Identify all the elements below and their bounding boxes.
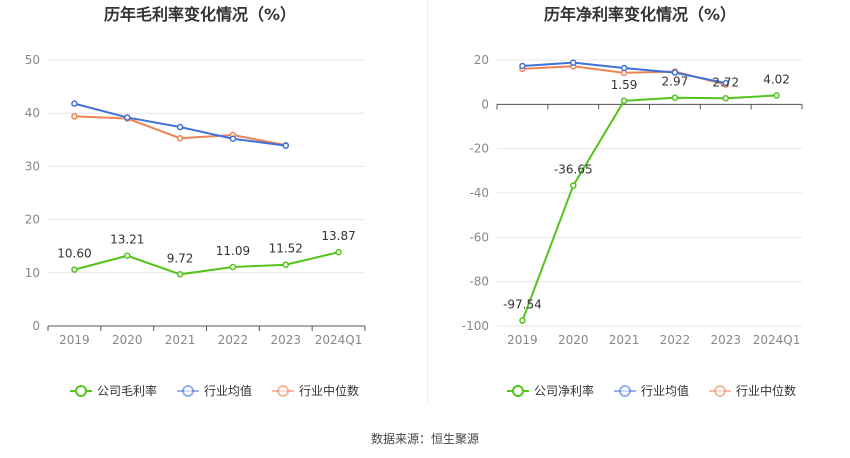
- y-tick-label: 0: [481, 97, 489, 111]
- data-point: [671, 94, 679, 101]
- data-point: [71, 266, 78, 273]
- x-tick-label: 2023: [270, 333, 301, 347]
- series-line: [521, 94, 777, 321]
- legend-swatch-marker: [619, 385, 631, 397]
- y-tick-label: -80: [469, 275, 489, 289]
- data-label: 11.52: [269, 242, 303, 256]
- legend-label: 行业中位数: [736, 383, 796, 398]
- data-point: [71, 113, 78, 120]
- data-point: [282, 261, 289, 268]
- data-label: -36.65: [554, 163, 593, 177]
- data-point: [176, 271, 184, 278]
- data-point: [722, 79, 729, 87]
- legend-item: 行业中位数: [272, 383, 359, 398]
- x-tick-label: 2021: [165, 333, 196, 347]
- net-margin-chart: 历年净利率变化情况（%） -100 -80 -60 -40 -20 0 20 2019 2020 2…: [462, 5, 803, 398]
- data-point: [335, 248, 342, 256]
- legend-swatch-marker: [714, 385, 726, 397]
- x-tick-label: 2019: [59, 333, 90, 347]
- y-tick-label: 20: [474, 53, 489, 67]
- data-label: 11.09: [216, 244, 250, 258]
- gross-margin-chart: 历年毛利率变化情况（%） 0 10 20 30 40 50 2019 2020 2021 2022 2…: [25, 5, 366, 398]
- data-point: [519, 62, 526, 70]
- x-tick-label: 2024Q1: [315, 333, 363, 347]
- data-label: 9.72: [167, 251, 194, 265]
- data-label: 13.87: [321, 229, 355, 243]
- x-tick-label: 2022: [218, 333, 249, 347]
- data-point: [124, 114, 131, 121]
- x-tick-label: 2020: [558, 333, 589, 347]
- data-point: [229, 135, 237, 142]
- x-tick-label: 2021: [609, 333, 640, 347]
- legend-label: 行业均值: [204, 383, 252, 398]
- x-tick-label: 2019: [507, 333, 538, 347]
- data-point: [620, 64, 628, 72]
- data-point: [671, 69, 679, 76]
- chart-title: 历年毛利率变化情况（%）: [104, 5, 296, 24]
- panel-divider: [427, 0, 428, 405]
- x-tick-label: 2020: [112, 333, 143, 347]
- data-point: [620, 97, 628, 105]
- legend-label: 公司毛利率: [97, 383, 157, 398]
- legend-item: 行业均值: [177, 383, 252, 398]
- x-tick-label: 2022: [660, 333, 691, 347]
- y-tick-label: 30: [25, 159, 40, 173]
- legend-item: 公司毛利率: [70, 383, 157, 398]
- legend-label: 行业中位数: [299, 383, 359, 398]
- legend-swatch-marker: [277, 385, 289, 397]
- y-tick-label: 50: [25, 53, 40, 67]
- data-label: 2.72: [712, 75, 739, 89]
- legend-swatch-marker: [182, 385, 194, 397]
- legend-item: 公司净利率: [507, 383, 594, 398]
- y-tick-label: 40: [25, 106, 40, 120]
- data-label: 13.21: [110, 233, 144, 247]
- data-label: 1.59: [611, 78, 638, 92]
- data-point: [124, 252, 131, 259]
- legend-item: 行业均值: [614, 383, 689, 398]
- source-note: 数据来源：恒生聚源: [370, 432, 479, 446]
- legend-label: 行业均值: [641, 383, 689, 398]
- y-tick-label: -40: [469, 186, 489, 200]
- data-point: [773, 92, 780, 99]
- data-point: [722, 95, 729, 102]
- data-point: [71, 100, 78, 107]
- data-point: [519, 317, 526, 324]
- data-point: [570, 182, 577, 189]
- data-point: [282, 142, 289, 149]
- data-label: 10.60: [57, 247, 91, 261]
- x-tick-label: 2024Q1: [753, 333, 801, 347]
- y-tick-label: -100: [462, 319, 489, 333]
- y-tick-label: 20: [25, 213, 40, 227]
- legend-swatch-marker: [75, 385, 87, 397]
- y-tick-label: -20: [469, 142, 489, 156]
- chart-title: 历年净利率变化情况（%）: [544, 5, 736, 24]
- y-tick-label: 10: [25, 266, 40, 280]
- data-point: [176, 123, 184, 131]
- series-line: [74, 251, 339, 276]
- legend-label: 公司净利率: [534, 383, 594, 398]
- data-label: 2.97: [662, 75, 689, 89]
- y-tick-label: 0: [32, 319, 40, 333]
- data-label: -97.54: [503, 298, 542, 312]
- data-label: 4.02: [763, 72, 790, 86]
- legend-item: 行业中位数: [709, 383, 796, 398]
- data-point: [570, 59, 577, 66]
- x-tick-label: 2023: [710, 333, 741, 347]
- y-tick-label: -60: [469, 230, 489, 244]
- data-point: [176, 134, 184, 142]
- legend-swatch-marker: [512, 385, 524, 397]
- data-point: [229, 263, 237, 271]
